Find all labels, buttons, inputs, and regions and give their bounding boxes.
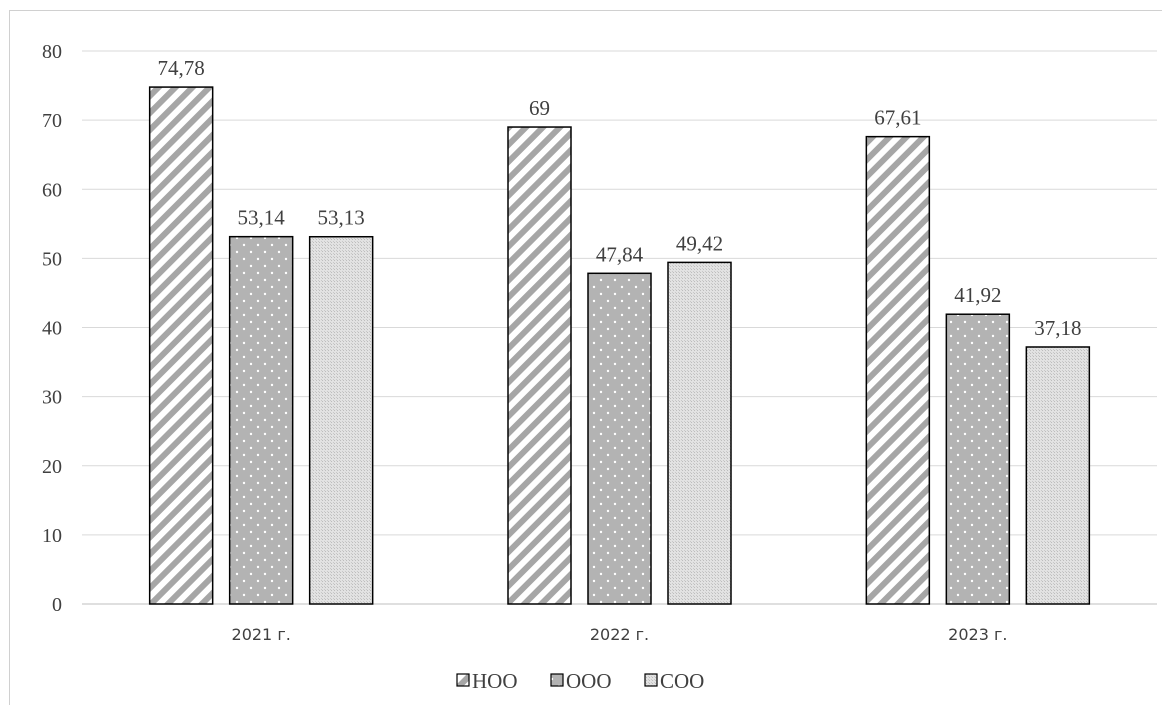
x-tick-label: 2022 г. bbox=[590, 625, 649, 644]
y-tick-label: 40 bbox=[42, 318, 62, 340]
data-label: 53,14 bbox=[238, 206, 286, 230]
data-label: 67,61 bbox=[874, 106, 921, 130]
legend-label: НОО bbox=[472, 669, 518, 693]
y-tick-label: 20 bbox=[42, 456, 62, 478]
y-tick-label: 50 bbox=[42, 248, 62, 270]
y-tick-label: 30 bbox=[42, 387, 62, 409]
x-tick-label: 2021 г. bbox=[232, 625, 291, 644]
y-tick-label: 60 bbox=[42, 179, 62, 201]
bar-1-1 bbox=[148, 86, 214, 605]
data-label: 41,92 bbox=[954, 283, 1001, 307]
bar-3-2 bbox=[667, 261, 732, 605]
y-tick-label: 0 bbox=[52, 594, 62, 616]
legend-swatch bbox=[550, 673, 564, 687]
y-tick-label: 10 bbox=[42, 525, 62, 547]
data-label: 47,84 bbox=[596, 242, 644, 266]
chart: 74,78 53,14 53,13 69 47,84 49,42 67,61 41,92 37,… bbox=[9, 10, 1162, 705]
data-label: 37,18 bbox=[1034, 316, 1081, 340]
data-label: 49,42 bbox=[676, 231, 723, 255]
legend-label: СОО bbox=[660, 669, 704, 693]
x-tick-label: 2023 г. bbox=[948, 625, 1007, 644]
bar-2-3 bbox=[945, 313, 1011, 605]
legend-label: ООО bbox=[566, 669, 612, 693]
bar-chart: 74,78 53,14 53,13 69 47,84 49,42 67,61 41,92 37,… bbox=[42, 41, 1157, 693]
data-label: 74,78 bbox=[158, 56, 205, 80]
legend-swatch bbox=[644, 673, 658, 687]
data-label: 53,13 bbox=[318, 206, 365, 230]
data-label: 69 bbox=[529, 96, 550, 120]
bar-1-3 bbox=[865, 135, 931, 605]
bar-3-3 bbox=[1025, 346, 1091, 605]
bar-3-1 bbox=[308, 235, 374, 605]
y-tick-label: 80 bbox=[42, 41, 62, 63]
bar-1-2 bbox=[507, 126, 572, 605]
y-tick-label: 70 bbox=[42, 110, 62, 132]
legend-swatch bbox=[456, 673, 470, 687]
bar-2-2 bbox=[587, 272, 652, 605]
bar-2-1 bbox=[228, 235, 294, 605]
